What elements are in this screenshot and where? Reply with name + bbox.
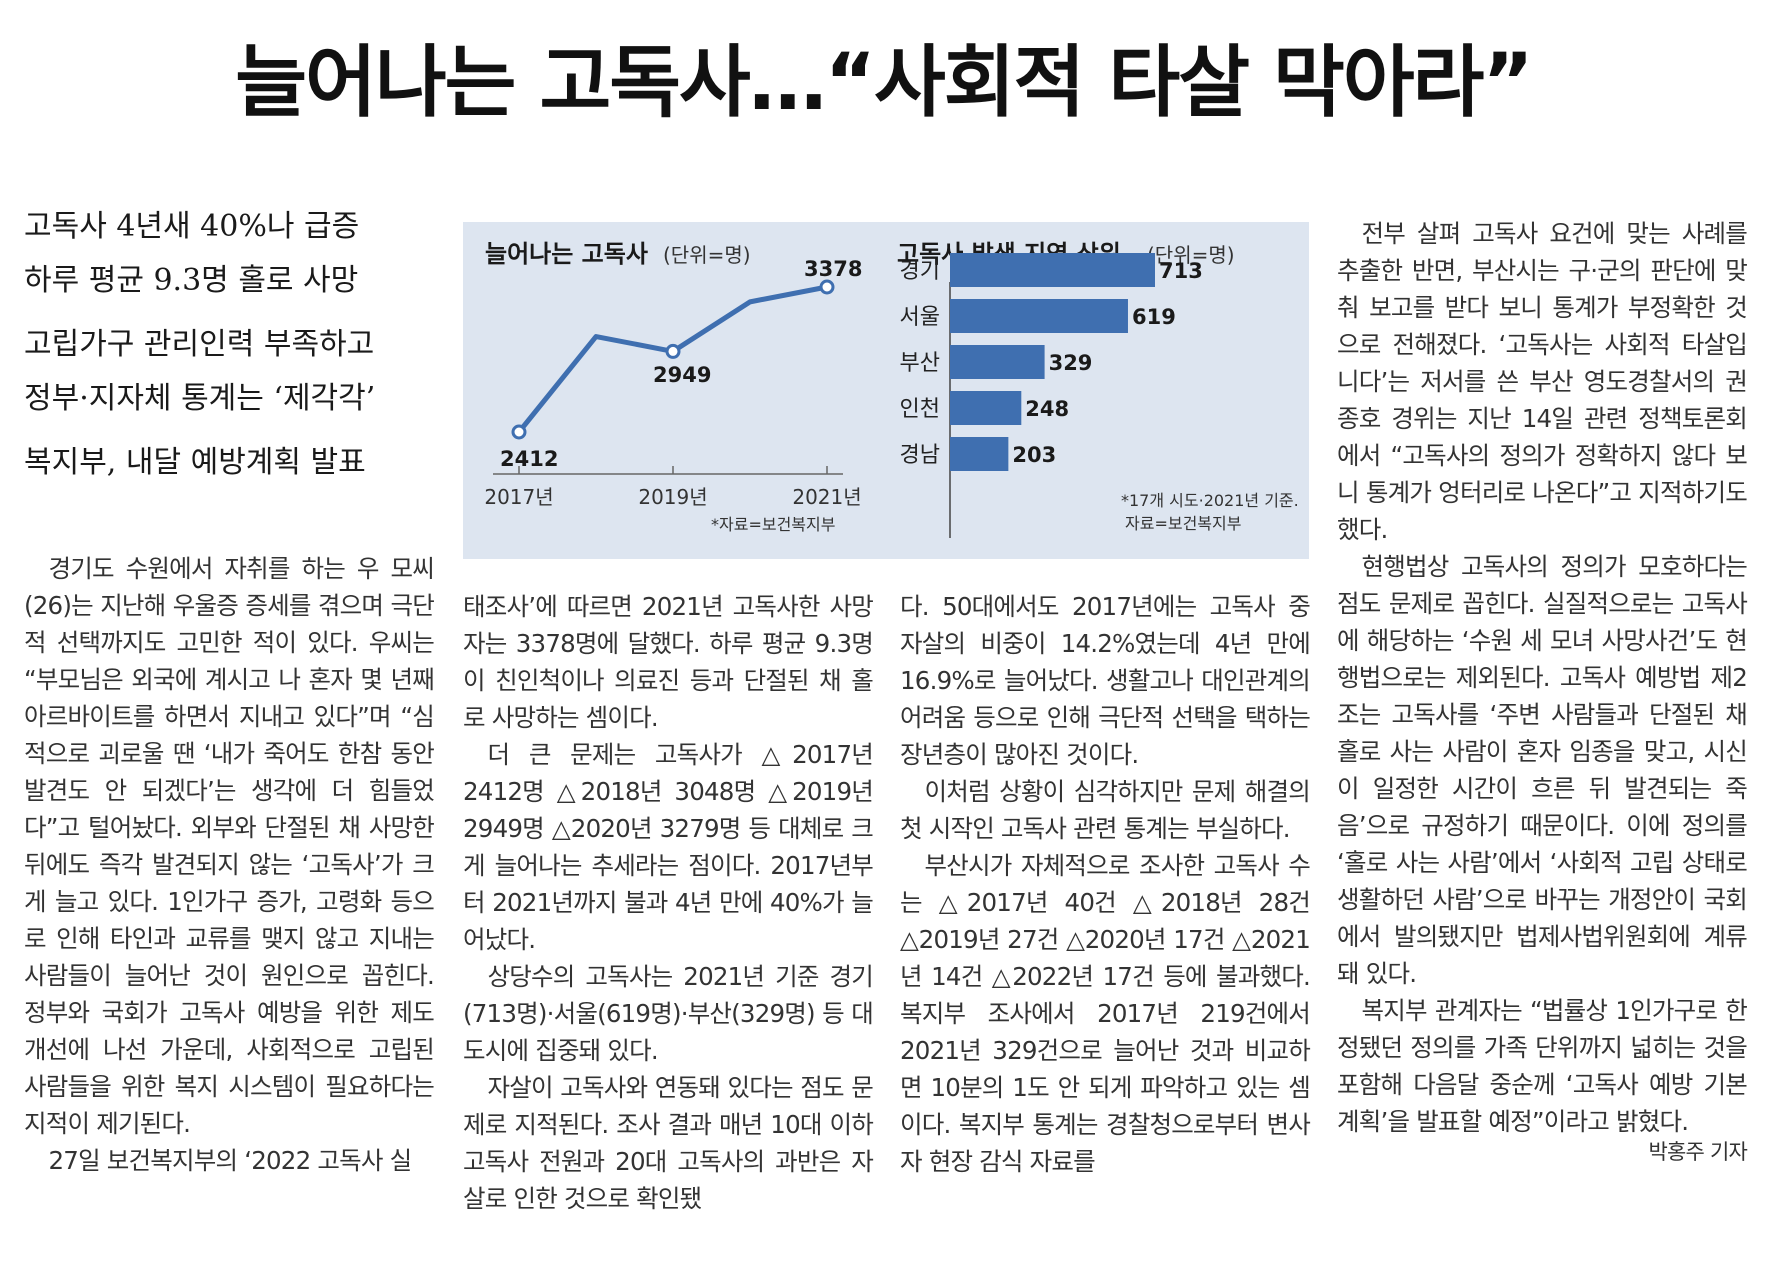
data-label-2019: 2949 (653, 363, 711, 387)
paragraph: 전부 살펴 고독사 요건에 맞는 사례를 추출한 반면, 부산시는 구·군의 판… (1337, 219, 1748, 544)
paragraph: 경기도 수원에서 자취를 하는 우 모씨(26)는 지난해 우울증 증세를 겪으… (24, 554, 435, 1138)
subhead-3: 고립가구 관리인력 부족하고 (24, 327, 375, 362)
data-label-2017: 2412 (500, 447, 558, 471)
charts-svg: 늘어나는 고독사 (단위=명) 2412 2949 3378 2017년 201… (484, 240, 1299, 538)
bar-category-label: 서울 (900, 305, 940, 330)
bar-3 (950, 391, 1022, 425)
headline: 늘어나는 고독사…“사회적 타살 막아라” (235, 38, 1533, 128)
bar-value-label: 203 (1012, 443, 1056, 467)
bar-chart-note-2: 자료=보건복지부 (1125, 514, 1241, 533)
bar-2 (950, 345, 1045, 379)
paragraph: 27일 보건복지부의 ‘2022 고독사 실 (48, 1146, 413, 1175)
line-chart-ticks (518, 466, 828, 474)
bar-value-label: 329 (1049, 351, 1093, 375)
line-chart-points (511, 279, 835, 440)
x-tick-2019: 2019년 (638, 485, 707, 509)
line-chart-source: *자료=보건복지부 (711, 515, 835, 534)
bar-value-label: 248 (1025, 397, 1069, 421)
subhead-1: 고독사 4년새 40%나 급증 (24, 209, 360, 244)
paragraph: 다. 50대에서도 2017년에는 고독사 중 자살의 비중이 14.2%였는데… (900, 592, 1311, 769)
bar-category-label: 경기 (900, 259, 940, 284)
article-column-1: 경기도 수원에서 자취를 하는 우 모씨(26)는 지난해 우울증 증세를 겪으… (24, 550, 435, 1179)
subhead-4: 정부·지자체 통계는 ‘제각각’ (24, 381, 376, 416)
subhead-2: 하루 평균 9.3명 홀로 사망 (24, 263, 359, 298)
bar-1 (950, 299, 1128, 333)
paragraph: 상당수의 고독사는 2021년 기준 경기(713명)·서울(619명)·부산(… (463, 962, 874, 1065)
line-chart-unit: (단위=명) (663, 243, 751, 267)
bar-category-label: 경남 (900, 443, 940, 468)
series-line (517, 284, 828, 434)
article-column-2: 태조사’에 따르면 2021년 고독사한 사망자는 3378명에 달했다. 하루… (463, 588, 874, 1217)
bar-category-label: 인천 (900, 397, 940, 422)
subhead-5: 복지부, 내달 예방계획 발표 (24, 445, 366, 480)
data-point (665, 343, 681, 359)
paragraph: 이처럼 상황이 심각하지만 문제 해결의 첫 시작인 고독사 관련 통계는 부실… (900, 777, 1311, 843)
bar-value-label: 619 (1132, 305, 1176, 329)
bar-category-label: 부산 (900, 351, 940, 376)
bar-4 (950, 437, 1009, 471)
article-column-3: 다. 50대에서도 2017년에는 고독사 중 자살의 비중이 14.2%였는데… (900, 588, 1311, 1180)
bar-chart-unit: (단위=명) (1147, 243, 1235, 267)
x-tick-2017: 2017년 (484, 485, 553, 509)
bar-chart-note-1: *17개 시도·2021년 기준. (1121, 491, 1299, 510)
paragraph: 복지부 관계자는 “법률상 1인가구로 한정됐던 정의를 가족 단위까지 넓히는… (1337, 996, 1748, 1136)
x-tick-2021: 2021년 (792, 485, 861, 509)
data-point (511, 424, 527, 440)
bar-chart-bars: 경기 713 서울 619 부산 329 인천 248 경남 203 (900, 253, 1203, 471)
data-label-2021: 3378 (804, 257, 862, 281)
paragraph: 더 큰 문제는 고독사가 △2017년 2412명 △2018년 3048명 △… (463, 740, 874, 954)
article-column-4: 전부 살펴 고독사 요건에 맞는 사례를 추출한 반면, 부산시는 구·군의 판… (1337, 215, 1748, 1171)
paragraph: 부산시가 자체적으로 조사한 고독사 수는 △2017년 40건 △2018년 … (900, 851, 1311, 1176)
byline: 박홍주 기자 (1648, 1140, 1748, 1164)
paragraph: 현행법상 고독사의 정의가 모호하다는 점도 문제로 꼽힌다. 실질적으로는 고… (1337, 552, 1748, 988)
bar-value-label: 713 (1159, 259, 1203, 283)
line-chart-title: 늘어나는 고독사 (485, 240, 648, 268)
bar-0 (950, 253, 1155, 287)
subheadlines: 고독사 4년새 40%나 급증 하루 평균 9.3명 홀로 사망 고립가구 관리… (24, 200, 404, 490)
paragraph: 자살이 고독사와 연동돼 있다는 점도 문제로 지적된다. 조사 결과 매년 1… (463, 1073, 874, 1213)
paragraph: 태조사’에 따르면 2021년 고독사한 사망자는 3378명에 달했다. 하루… (463, 592, 874, 732)
infographic-box: 늘어나는 고독사 (단위=명) 2412 2949 3378 2017년 201… (463, 222, 1309, 559)
data-point (819, 279, 835, 295)
